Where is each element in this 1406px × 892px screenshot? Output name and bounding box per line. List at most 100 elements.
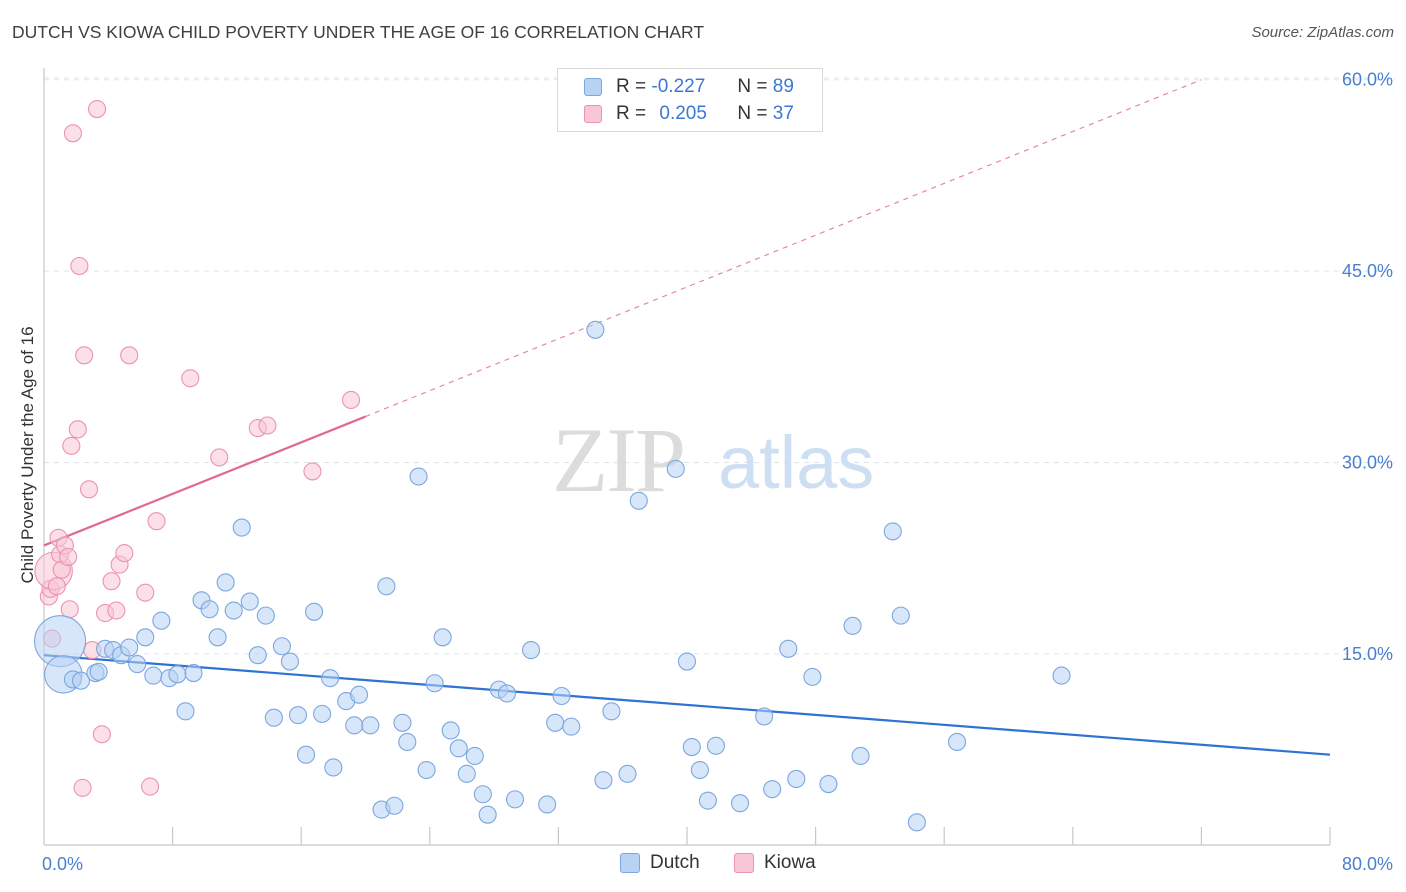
kiowa-legend-swatch: [734, 853, 754, 873]
kiowa-points: [34, 99, 361, 797]
dutch-points: [34, 320, 1071, 832]
kiowa-point: [92, 725, 111, 744]
kiowa-point: [341, 390, 361, 410]
dutch-point: [779, 639, 798, 658]
kiowa-trend-line: [43, 415, 366, 547]
y-axis-label: Child Poverty Under the Age of 16: [18, 326, 37, 583]
legend-row-dutch: R = -0.227 N = 89: [584, 74, 794, 100]
kiowa-point: [303, 462, 322, 481]
dutch-point: [546, 713, 565, 732]
watermark-atlas: atlas: [718, 421, 874, 504]
n-label: N =: [737, 76, 768, 97]
dutch-point: [552, 686, 571, 706]
kiowa-point: [181, 369, 200, 388]
trend-lines: [43, 79, 1331, 756]
dutch-point: [473, 785, 492, 804]
dutch-point: [505, 790, 525, 809]
dutch-point: [89, 662, 108, 681]
watermark: ZIP atlas: [552, 409, 874, 511]
dutch-point: [128, 655, 147, 674]
kiowa-point: [79, 480, 99, 499]
kiowa-point: [73, 778, 92, 797]
dutch-point: [385, 796, 404, 815]
dutch-swatch: [584, 78, 602, 96]
dutch-point: [883, 522, 902, 541]
dutch-point: [677, 652, 697, 671]
dutch-point: [409, 467, 428, 486]
kiowa-point: [59, 547, 78, 566]
dutch-point: [907, 813, 926, 832]
dutch-point: [398, 732, 417, 751]
grid-lines: [44, 77, 1395, 655]
dutch-point: [393, 713, 412, 732]
dutch-point: [457, 764, 476, 783]
y-tick-label: 60.0%: [1342, 70, 1393, 90]
dutch-point: [449, 739, 468, 758]
kiowa-point: [68, 420, 87, 439]
dutch-point: [324, 758, 343, 777]
kiowa-point: [120, 346, 139, 365]
dutch-point: [377, 577, 396, 596]
dutch-point: [478, 805, 497, 824]
dutch-point: [168, 665, 187, 684]
dutch-point: [497, 684, 517, 703]
kiowa-point: [115, 544, 134, 563]
dutch-point: [594, 771, 613, 790]
dutch-point: [350, 685, 369, 704]
dutch-point: [803, 667, 822, 686]
dutch-point: [425, 674, 444, 693]
dutch-point: [698, 791, 717, 810]
dutch-point: [690, 760, 709, 780]
dutch-point: [1052, 666, 1071, 685]
n-value-dutch: 89: [772, 76, 794, 97]
dutch-point: [256, 606, 275, 625]
dutch-point: [184, 663, 203, 683]
dutch-point: [232, 518, 251, 537]
r-label: R =: [616, 103, 647, 124]
dutch-point: [562, 717, 581, 736]
dutch-point: [71, 671, 91, 690]
legend-label-kiowa: Kiowa: [764, 852, 816, 873]
dutch-point: [224, 601, 243, 620]
kiowa-point: [107, 601, 126, 620]
legend-row-kiowa: R = 0.205 N = 37: [584, 101, 794, 127]
dutch-point: [787, 769, 806, 788]
n-value-kiowa: 37: [772, 103, 794, 124]
dutch-point: [948, 732, 967, 751]
r-value-dutch: -0.227: [651, 76, 706, 97]
legend-item-kiowa[interactable]: Kiowa: [734, 852, 816, 874]
axes: [43, 68, 1331, 846]
x-tick-label: 80.0%: [1342, 854, 1393, 874]
watermark-zip: ZIP: [552, 409, 684, 511]
dutch-point: [441, 721, 460, 740]
dutch-point: [240, 592, 259, 611]
dutch-point: [288, 706, 308, 725]
dutch-point: [843, 616, 862, 635]
dutch-point: [176, 702, 195, 721]
kiowa-point: [147, 512, 166, 531]
dutch-point: [120, 638, 139, 657]
dutch-point: [305, 602, 324, 621]
kiowa-trend-extension: [365, 79, 1202, 418]
tick-labels: 15.0% 30.0% 45.0% 60.0% 0.0% 80.0%: [42, 70, 1393, 874]
dutch-point: [755, 707, 774, 726]
dutch-point: [586, 320, 605, 339]
series-legend: Dutch Kiowa: [0, 852, 1406, 878]
dutch-point: [629, 491, 648, 510]
kiowa-point: [63, 124, 82, 143]
dutch-point: [666, 459, 685, 478]
dutch-point: [522, 641, 541, 660]
dutch-point: [280, 652, 299, 671]
dutch-trend-line: [43, 654, 1331, 756]
dutch-point: [216, 573, 235, 592]
legend-label-dutch: Dutch: [650, 852, 700, 873]
legend-item-dutch[interactable]: Dutch: [620, 852, 700, 874]
dutch-point: [136, 628, 155, 647]
dutch-point: [200, 600, 219, 619]
kiowa-point: [136, 583, 155, 602]
dutch-point: [851, 746, 870, 766]
n-label: N =: [737, 103, 768, 124]
dutch-point: [538, 795, 557, 814]
kiowa-point: [47, 577, 66, 596]
